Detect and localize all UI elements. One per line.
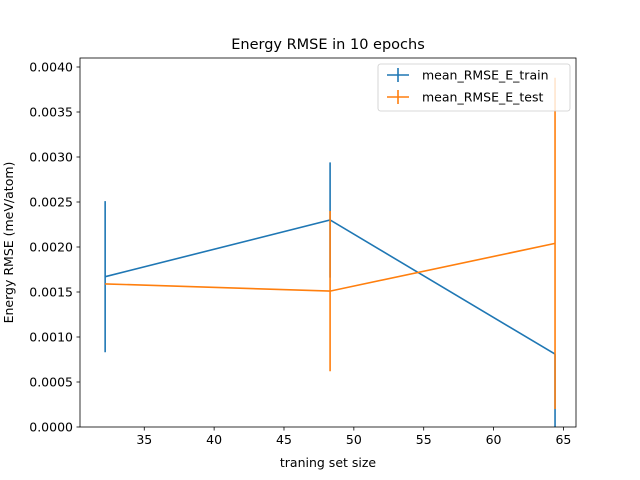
legend-frame	[377, 63, 571, 112]
x-tick-label: 55	[416, 432, 432, 447]
series-mean_RMSE_E_test	[105, 77, 556, 409]
x-axis-label: traning set size	[280, 455, 377, 470]
y-axis-label: Energy RMSE (meV/atom)	[1, 162, 16, 324]
y-tick-label: 0.0030	[29, 150, 73, 165]
x-tick-label: 60	[486, 432, 502, 447]
x-axis: 35 40 45 50 55 60 65	[136, 427, 571, 447]
y-tick-label: 0.0000	[29, 420, 73, 435]
x-tick-label: 50	[346, 432, 362, 447]
axes-frame	[79, 57, 577, 428]
y-tick-label: 0.0005	[29, 375, 73, 390]
x-tick-label: 65	[555, 432, 571, 447]
y-tick-label: 0.0035	[29, 105, 73, 120]
x-tick-label: 45	[276, 432, 292, 447]
legend-entry-label: mean_RMSE_E_train	[422, 68, 549, 83]
y-tick-label: 0.0010	[29, 330, 73, 345]
x-tick-label: 40	[206, 432, 222, 447]
plot-area	[104, 77, 556, 427]
chart-title: Energy RMSE in 10 epochs	[231, 37, 425, 53]
legend-entry-label: mean_RMSE_E_test	[422, 90, 544, 105]
y-axis: 0.0000 0.0005 0.0010 0.0015 0.0020 0.0025 0.00…	[29, 60, 80, 435]
y-tick-label: 0.0020	[29, 240, 73, 255]
x-tick-label: 35	[136, 432, 152, 447]
y-tick-label: 0.0025	[29, 195, 73, 210]
y-tick-label: 0.0015	[29, 285, 73, 300]
legend: mean_RMSE_E_train mean_RMSE_E_test	[377, 63, 571, 112]
y-tick-label: 0.0040	[29, 60, 73, 75]
